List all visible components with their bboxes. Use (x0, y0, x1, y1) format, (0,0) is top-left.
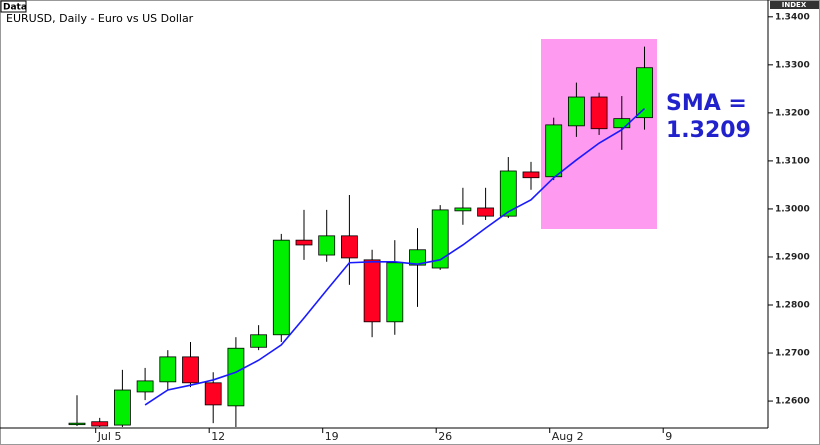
candle-body (454, 207, 472, 212)
x-tick-label: 12 (211, 430, 225, 443)
candle-body (409, 249, 426, 266)
x-tick-label: 19 (325, 430, 339, 443)
tag-box (0, 0, 27, 13)
candle-body (91, 421, 109, 427)
annotation: 1.3209 (666, 118, 751, 143)
candle-body (363, 259, 381, 323)
annotation: SMA = (666, 91, 747, 116)
candle-body (318, 235, 336, 256)
y-tick-label: 1.3100 (775, 156, 810, 166)
y-tick-label: 1.3200 (775, 108, 810, 118)
candle-body (204, 382, 222, 406)
candle-body (250, 334, 268, 348)
candle-body (68, 422, 86, 426)
candle-body (136, 380, 154, 393)
x-tick-label: Jul 5 (97, 430, 122, 443)
candle-body (499, 170, 517, 217)
tag: Data (3, 3, 27, 13)
y-tick-label: 1.2700 (775, 349, 810, 359)
candle-body (568, 96, 585, 127)
candle-body (613, 118, 631, 129)
candle-body (340, 235, 358, 259)
x-tick-label: 9 (665, 430, 672, 443)
x-tick-label: Aug 2 (552, 430, 584, 443)
candle-body (431, 209, 449, 269)
candle-body (477, 207, 495, 217)
y-tick-label: 1.2900 (775, 252, 810, 262)
x-tick-label: 26 (438, 430, 452, 443)
y-tick-label: 1.3400 (775, 12, 810, 22)
y-tick-label: 1.2800 (775, 300, 810, 310)
sma-line (144, 107, 646, 406)
candle-body (159, 356, 177, 383)
axis-tag: INDEX (782, 1, 807, 9)
candle-body (386, 262, 404, 323)
y-tick-label: 1.3000 (775, 204, 810, 214)
y-tick-label: 1.3300 (775, 60, 810, 70)
candle-body (272, 239, 290, 336)
axis-tag-box (770, 1, 819, 9)
candle-body (522, 171, 540, 179)
candle-body (227, 347, 245, 407)
candle-body (182, 356, 199, 384)
candle-body (114, 389, 131, 426)
candle-body (590, 96, 608, 130)
chart-title: EURUSD, Daily - Euro vs US Dollar (6, 12, 194, 25)
candle-body (636, 67, 653, 119)
y-tick-label: 1.2600 (775, 397, 810, 407)
candle-body (295, 239, 313, 246)
candle-body (545, 124, 563, 178)
